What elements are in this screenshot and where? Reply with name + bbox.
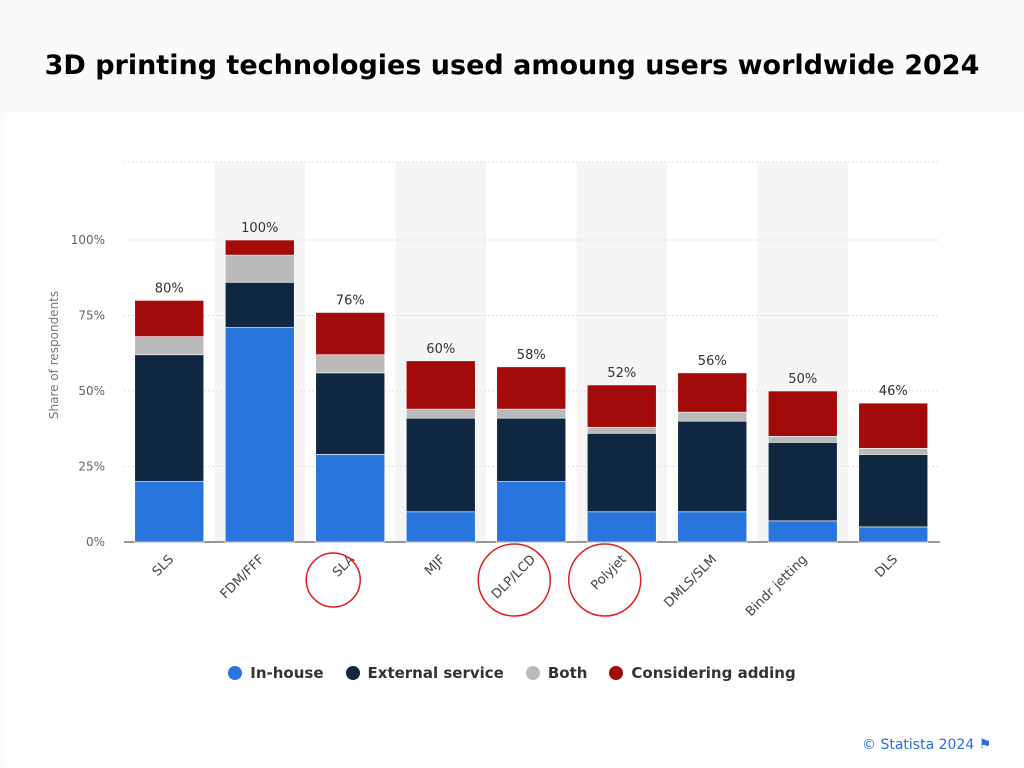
x-tick-label: SLA	[330, 552, 358, 580]
x-tick-label: FDM/FFF	[218, 552, 268, 602]
data-label: 60%	[426, 342, 455, 357]
legend: In-house External service Both Considering …	[0, 664, 1024, 682]
bar-segment	[586, 432, 657, 513]
x-tick-label: Polyjet	[588, 552, 629, 593]
legend-item[interactable]: Both	[525, 664, 588, 682]
x-tick-label: DLS	[872, 552, 901, 581]
legend-swatch	[228, 666, 243, 680]
bar-segment	[677, 420, 748, 513]
flag-icon: ⚑	[978, 737, 992, 753]
bar-segment	[224, 239, 295, 256]
data-label: 56%	[698, 354, 727, 369]
y-tick-label: 75%	[78, 309, 105, 323]
legend-item[interactable]: In-house	[228, 664, 324, 682]
legend-label: External service	[367, 664, 504, 682]
bar-segment	[134, 481, 205, 543]
legend-swatch	[609, 666, 624, 680]
data-label: 58%	[517, 348, 546, 363]
bar-segment	[134, 336, 205, 356]
bar-segment	[405, 417, 476, 513]
highlight-circle	[568, 543, 642, 617]
bar-segment	[858, 448, 929, 455]
chart-title: 3D printing technologies used amoung use…	[44, 50, 980, 81]
bar-segment	[405, 511, 476, 543]
legend-item[interactable]: External service	[345, 664, 504, 682]
y-tick-label: 50%	[78, 384, 105, 398]
bar-segment	[496, 408, 567, 419]
bar-segment	[586, 426, 657, 434]
statista-credit[interactable]: © Statista 2024 ⚑	[862, 737, 991, 753]
credit-text: © Statista 2024	[862, 737, 975, 753]
y-tick-label: 100%	[71, 233, 105, 247]
bar-segment	[767, 520, 838, 543]
data-label: 76%	[336, 293, 365, 308]
bar-segment	[496, 481, 567, 543]
y-tick-label: 25%	[78, 460, 105, 474]
highlight-circle	[305, 552, 361, 608]
data-label: 80%	[155, 281, 184, 296]
legend-item[interactable]: Considering adding	[609, 664, 796, 682]
bar-segment	[315, 354, 386, 374]
x-tick-label: MJF	[422, 552, 449, 579]
bar-segment	[224, 254, 295, 283]
x-tick-label: SLS	[150, 552, 177, 579]
bar-segment	[315, 454, 386, 543]
legend-swatch	[525, 666, 540, 680]
bar-segment	[134, 300, 205, 337]
x-tick-label: DMLS/SLM	[662, 552, 721, 611]
data-label: 52%	[607, 366, 636, 381]
bar-segment	[677, 411, 748, 422]
bar-segment	[677, 372, 748, 413]
bar-segment	[315, 372, 386, 455]
bar-segment	[405, 360, 476, 410]
data-label: 46%	[879, 384, 908, 399]
bar-segment	[858, 526, 929, 543]
bar-segment	[405, 408, 476, 419]
bar-segment	[315, 312, 386, 356]
bar-segment	[496, 366, 567, 410]
data-label: 50%	[788, 372, 817, 387]
bar-segment	[586, 511, 657, 543]
bar-segment	[767, 435, 838, 443]
legend-label: In-house	[250, 664, 324, 682]
bar-segment	[677, 511, 748, 543]
legend-label: Both	[547, 664, 588, 682]
bar-segment	[134, 354, 205, 482]
bar-segment	[586, 384, 657, 428]
x-tick-label: DLP/LCD	[489, 552, 539, 602]
bar-segment	[224, 281, 295, 328]
data-label: 100%	[241, 221, 278, 236]
bar-segment	[858, 402, 929, 449]
bar-segment	[496, 417, 567, 482]
bar-segment	[224, 327, 295, 543]
highlight-circle	[477, 543, 551, 617]
x-tick-label: Bindr jetting	[743, 552, 810, 619]
legend-label: Considering adding	[631, 664, 796, 682]
bar-segment	[767, 442, 838, 522]
y-tick-label: 0%	[86, 535, 105, 549]
bar-segment	[767, 390, 838, 437]
legend-swatch	[345, 666, 360, 680]
y-axis-label: Share of respondents	[47, 291, 61, 419]
bar-segment	[858, 454, 929, 528]
